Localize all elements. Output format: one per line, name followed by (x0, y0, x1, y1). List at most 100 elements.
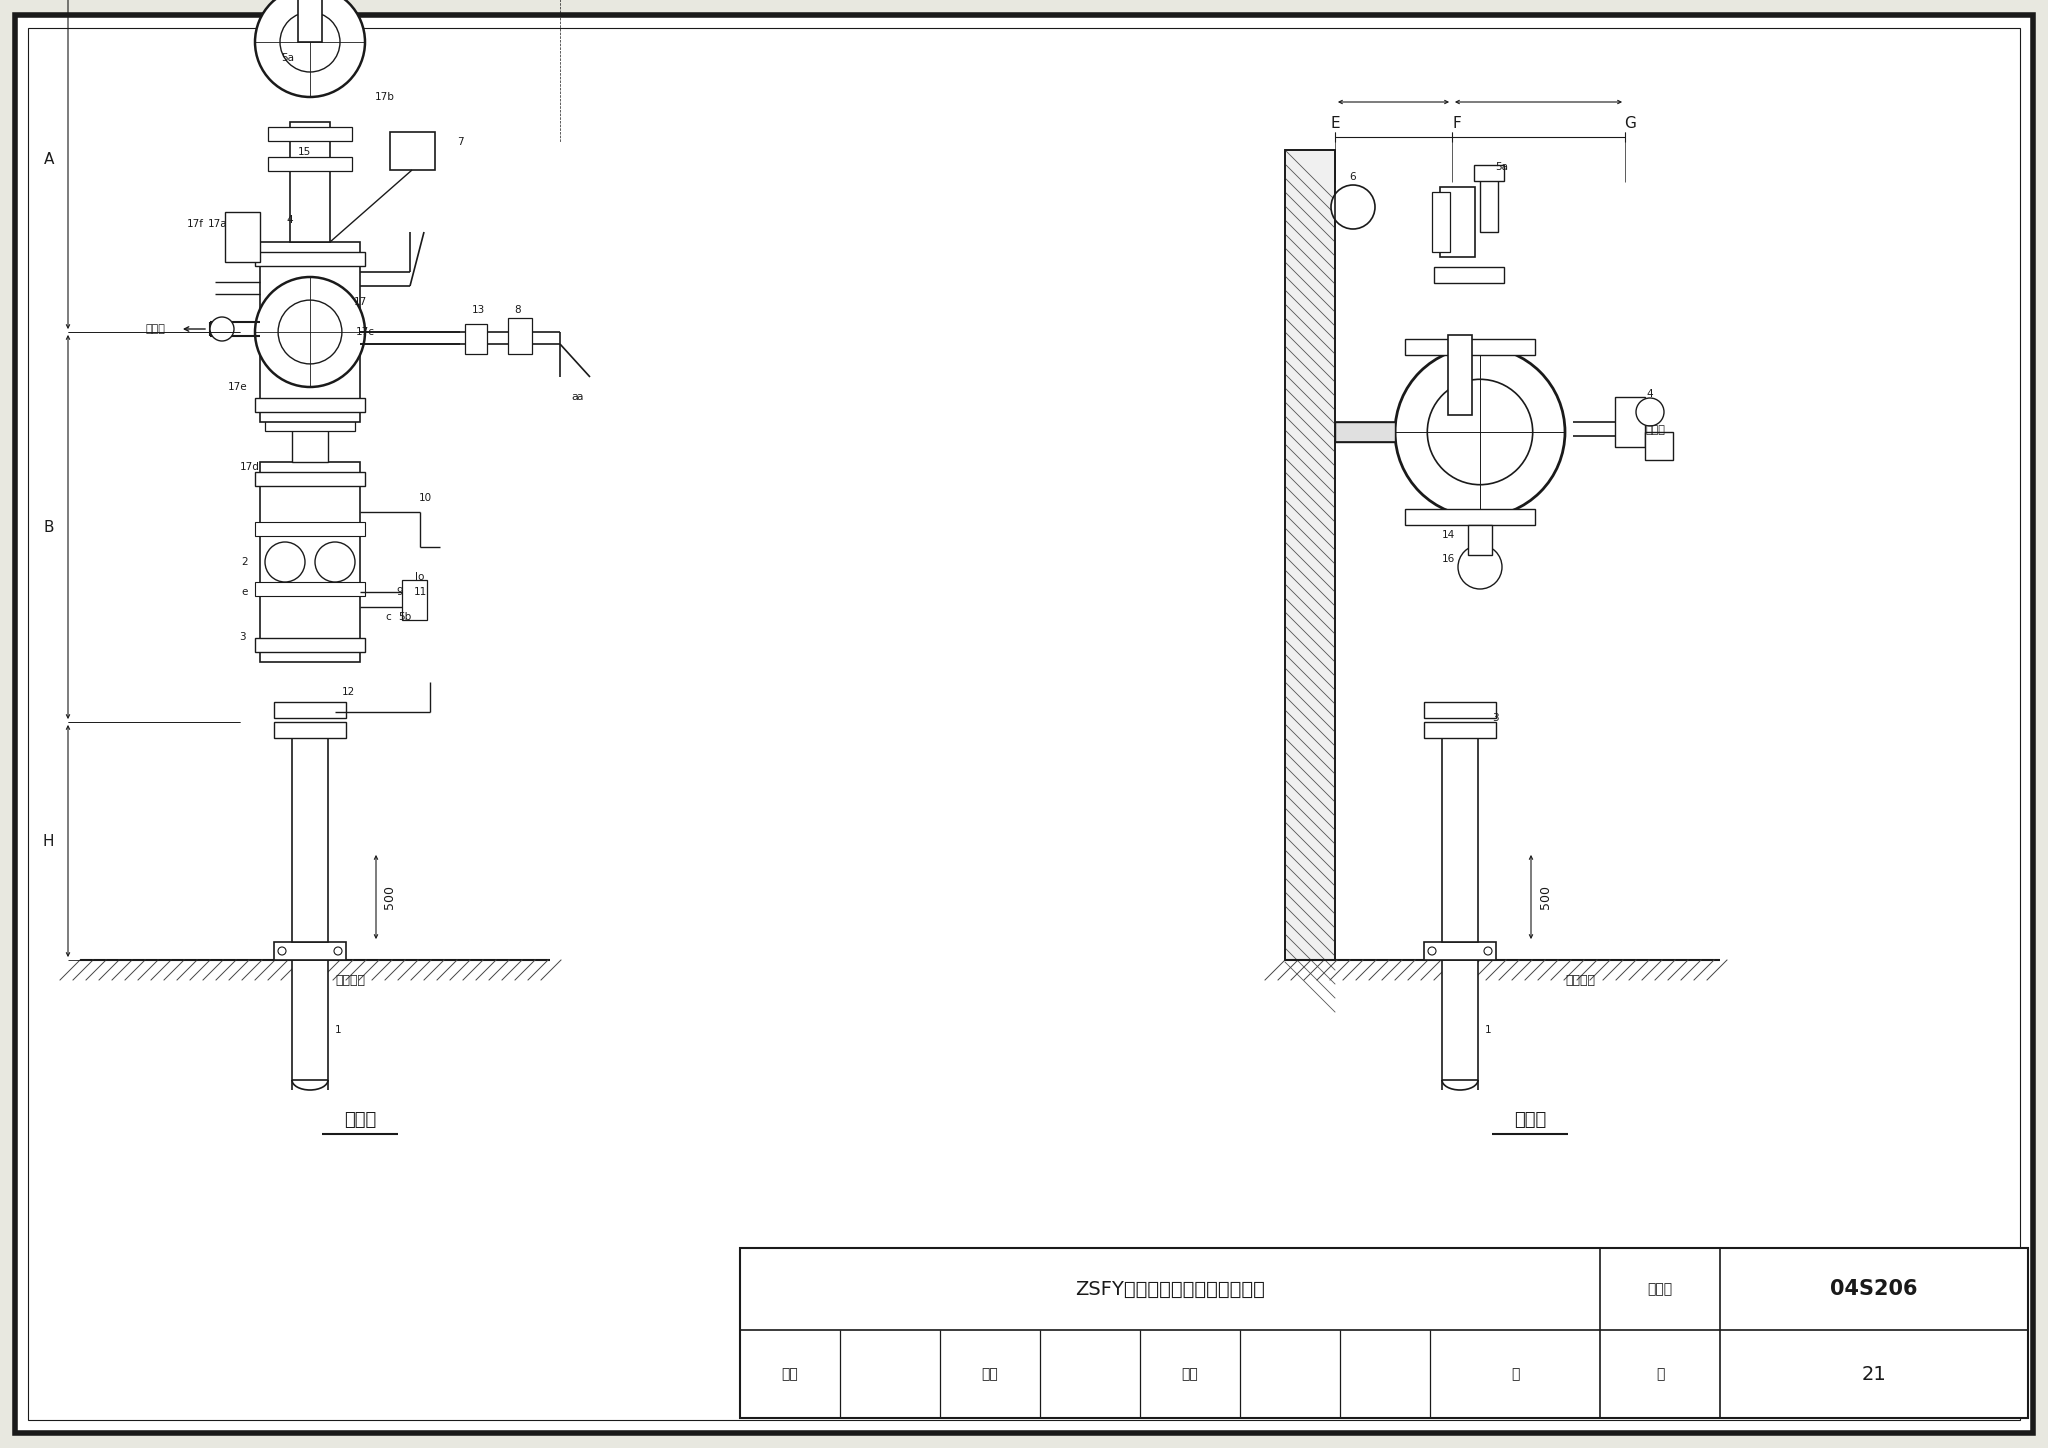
Text: 8: 8 (514, 306, 522, 316)
Text: e: e (242, 586, 248, 597)
Bar (256, 398, 365, 413)
Text: 2: 2 (242, 557, 248, 568)
Bar (1423, 702, 1495, 718)
Bar (1440, 187, 1475, 256)
Text: 17a: 17a (209, 219, 227, 229)
Text: 10: 10 (418, 492, 432, 502)
Text: 17f: 17f (186, 219, 203, 229)
Bar (256, 252, 365, 266)
Text: c: c (385, 613, 391, 623)
Text: 12: 12 (342, 686, 354, 696)
Text: 21: 21 (1862, 1364, 1886, 1383)
Text: G: G (1624, 116, 1636, 130)
Text: E: E (1331, 116, 1339, 130)
Text: 17e: 17e (227, 382, 248, 392)
Text: 500: 500 (383, 885, 397, 909)
Bar (1405, 510, 1536, 526)
Circle shape (1427, 947, 1436, 956)
Text: 审核: 审核 (782, 1367, 799, 1381)
Bar (1405, 339, 1536, 355)
Text: 500: 500 (1538, 885, 1552, 909)
Bar (389, 132, 434, 169)
Bar (256, 582, 365, 597)
Bar (256, 521, 365, 536)
Bar (1423, 943, 1495, 960)
Circle shape (264, 542, 305, 582)
Circle shape (279, 300, 342, 363)
Bar (293, 960, 328, 1080)
Circle shape (334, 947, 342, 956)
Text: 页: 页 (1657, 1367, 1665, 1381)
Bar (1434, 266, 1503, 282)
Bar (274, 943, 346, 960)
Circle shape (1395, 348, 1565, 517)
Text: 5a: 5a (1495, 162, 1509, 172)
Bar (256, 639, 365, 652)
Circle shape (256, 277, 365, 387)
Text: 室内地面: 室内地面 (336, 975, 365, 988)
Circle shape (1331, 185, 1374, 229)
Bar (264, 417, 354, 432)
Bar (293, 733, 328, 943)
Text: 17d: 17d (240, 462, 260, 472)
Circle shape (315, 542, 354, 582)
Text: 14: 14 (1442, 530, 1454, 540)
Text: 17: 17 (354, 297, 367, 307)
Circle shape (281, 12, 340, 72)
Bar (299, 0, 322, 42)
Text: 11: 11 (414, 586, 426, 597)
Text: 校对: 校对 (981, 1367, 997, 1381)
Text: 7: 7 (457, 138, 463, 148)
Circle shape (211, 317, 233, 340)
Text: 设计: 设计 (1182, 1367, 1198, 1381)
Bar (1335, 421, 1395, 442)
Text: 6: 6 (1350, 172, 1356, 182)
Text: a: a (571, 392, 578, 403)
Text: 9: 9 (397, 586, 403, 597)
Text: H: H (43, 834, 53, 849)
Bar (256, 472, 365, 487)
Bar (225, 211, 260, 262)
Bar (264, 387, 354, 401)
Text: ZSFY系列预作用报警阀组安装图: ZSFY系列预作用报警阀组安装图 (1075, 1280, 1266, 1299)
Bar (1645, 432, 1673, 460)
Text: lo: lo (416, 572, 424, 582)
Text: 1: 1 (1485, 1025, 1491, 1035)
Bar (1442, 734, 1479, 943)
Text: 室内地面: 室内地面 (1565, 975, 1595, 988)
Bar (1432, 193, 1450, 252)
Bar (1448, 334, 1473, 416)
Bar (508, 319, 532, 353)
Bar (1284, 151, 1335, 960)
Bar (291, 122, 330, 242)
Text: 16: 16 (1442, 555, 1454, 565)
Text: A: A (43, 152, 53, 167)
Text: 04S206: 04S206 (1831, 1279, 1917, 1299)
Text: 17c: 17c (356, 327, 375, 337)
Text: 5a: 5a (281, 54, 295, 64)
Text: 出水口: 出水口 (145, 324, 166, 334)
Circle shape (279, 947, 287, 956)
Text: 4: 4 (287, 214, 293, 224)
Bar (1616, 397, 1645, 447)
Bar (1284, 151, 1335, 960)
Bar (1423, 723, 1495, 738)
Text: 3: 3 (1491, 712, 1499, 723)
Bar (274, 702, 346, 718)
Text: 正视图: 正视图 (344, 1111, 377, 1129)
Text: F: F (1452, 116, 1462, 130)
Text: 17b: 17b (375, 93, 395, 101)
Bar (268, 156, 352, 171)
Text: 3: 3 (240, 631, 246, 641)
Text: B: B (43, 520, 53, 534)
Text: 1: 1 (334, 1025, 342, 1035)
Circle shape (1636, 398, 1663, 426)
Text: 13: 13 (471, 306, 485, 316)
Bar (1442, 960, 1479, 1080)
Circle shape (1485, 947, 1493, 956)
Text: 4: 4 (1647, 390, 1653, 400)
Bar (1475, 165, 1503, 181)
Bar (739, 1248, 2028, 1418)
Text: 侧视图: 侧视图 (1513, 1111, 1546, 1129)
Bar (268, 127, 352, 140)
